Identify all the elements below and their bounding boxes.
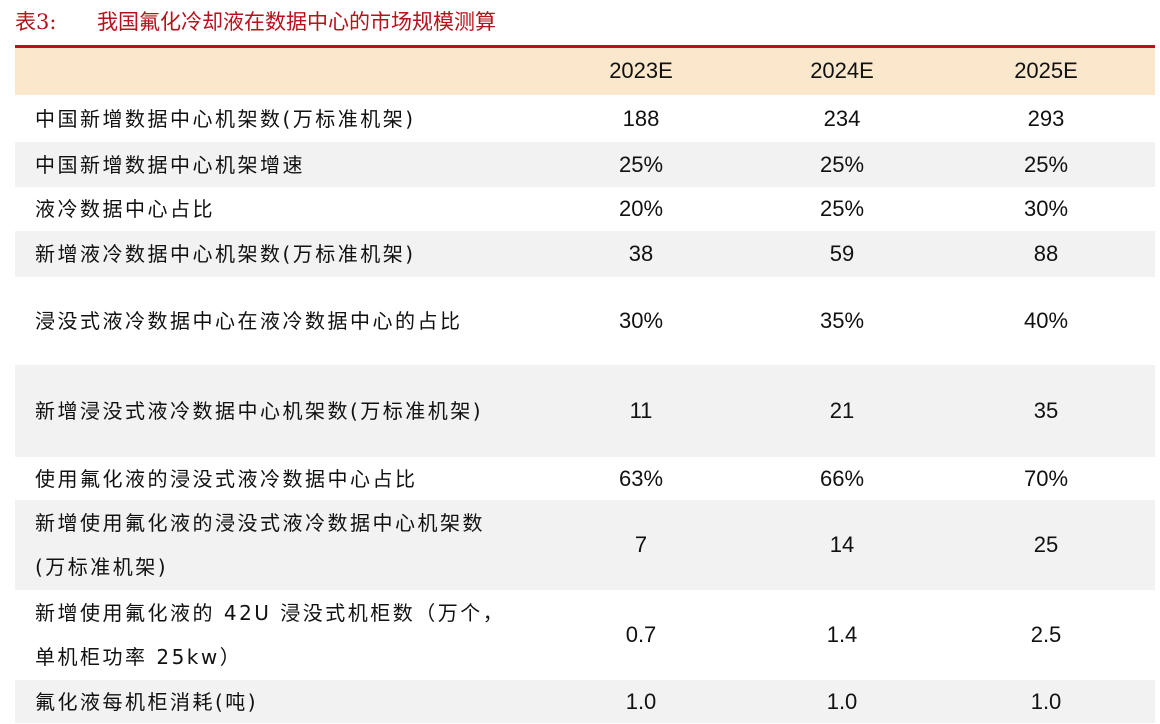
cell-value: 70%	[1023, 465, 1069, 491]
cell-value: 38	[628, 241, 654, 266]
cell-value: 1.0	[826, 688, 858, 714]
cell-value: 88	[1033, 241, 1059, 266]
title-text: 我国氟化冷却液在数据中心的市场规模测算	[97, 10, 496, 34]
cell-value: 25%	[819, 151, 865, 177]
cell-value: 66%	[819, 465, 865, 491]
table: 2023E 2024E 2025E 中国新增数据中心机架数(万标准机架) 188 234 2…	[15, 48, 1155, 723]
table-row: 新增使用氟化液的 42U 浸没式机柜数（万个，单机柜功率 25kw） 0.7 1.4…	[15, 590, 1155, 680]
table-title: 表3: 我国氟化冷却液在数据中心的市场规模测算	[15, 4, 496, 42]
row-label: 中国新增数据中心机架数(万标准机架)	[35, 106, 416, 131]
table-label: 表3:	[15, 10, 57, 34]
row-label: 使用氟化液的浸没式液冷数据中心占比	[35, 466, 418, 491]
column-header: 2023E	[609, 58, 673, 83]
row-label: 新增液冷数据中心机架数(万标准机架)	[35, 242, 416, 266]
cell-value: 188	[622, 105, 660, 131]
cell-value: 40%	[1023, 308, 1069, 333]
cell-value: 25%	[1023, 151, 1069, 177]
cell-value: 0.7	[625, 622, 657, 647]
cell-value: 25	[1033, 532, 1059, 557]
row-label: 新增浸没式液冷数据中心机架数(万标准机架)	[35, 399, 484, 423]
table-row: 氟化液每机柜消耗(吨) 1.0 1.0 1.0	[15, 680, 1155, 723]
cell-value: 293	[1027, 105, 1065, 131]
table-row: 新增使用氟化液的浸没式液冷数据中心机架数(万标准机架) 7 14 25	[15, 500, 1155, 590]
cell-value: 59	[829, 241, 855, 266]
row-label: 新增使用氟化液的 42U 浸没式机柜数（万个，单机柜功率 25kw）	[35, 601, 506, 669]
cell-value: 234	[823, 105, 861, 131]
row-label: 液冷数据中心占比	[35, 197, 215, 221]
column-header: 2024E	[810, 58, 874, 83]
title-rule	[15, 45, 1155, 48]
row-label: 新增使用氟化液的浸没式液冷数据中心机架数(万标准机架)	[35, 511, 485, 579]
table-row: 新增浸没式液冷数据中心机架数(万标准机架) 11 21 35	[15, 365, 1155, 457]
header-cells: 2023E 2024E 2025E	[15, 48, 1155, 95]
cell-value: 30%	[1023, 196, 1069, 221]
cell-value: 1.0	[1030, 688, 1062, 714]
cell-value: 25%	[618, 151, 664, 177]
cell-value: 1.4	[826, 622, 858, 647]
row-label: 氟化液每机柜消耗(吨)	[35, 689, 259, 714]
cell-value: 35	[1033, 398, 1059, 423]
cell-value: 30%	[618, 308, 664, 333]
cell-value: 25%	[819, 196, 865, 221]
cell-value: 14	[829, 532, 855, 557]
table-row: 液冷数据中心占比 20% 25% 30%	[15, 187, 1155, 231]
column-header: 2025E	[1014, 58, 1078, 83]
table-row: 中国新增数据中心机架数(万标准机架) 188 234 293	[15, 95, 1155, 142]
table-row: 新增液冷数据中心机架数(万标准机架) 38 59 88	[15, 231, 1155, 277]
cell-value: 1.0	[625, 688, 657, 714]
table-row: 浸没式液冷数据中心在液冷数据中心的占比 30% 35% 40%	[15, 277, 1155, 365]
header-row: 2023E 2024E 2025E	[15, 48, 1155, 95]
row-label: 浸没式液冷数据中心在液冷数据中心的占比	[35, 309, 463, 333]
cell-value: 2.5	[1030, 622, 1062, 647]
row-label: 中国新增数据中心机架增速	[35, 152, 305, 177]
table-row: 使用氟化液的浸没式液冷数据中心占比 63% 66% 70%	[15, 457, 1155, 500]
cell-value: 20%	[618, 196, 664, 221]
cell-value: 63%	[618, 465, 664, 491]
cell-value: 21	[829, 398, 855, 423]
cell-value: 7	[634, 532, 648, 557]
table-row: 中国新增数据中心机架增速 25% 25% 25%	[15, 142, 1155, 187]
cell-value: 11	[629, 398, 653, 423]
cell-value: 35%	[819, 308, 865, 333]
